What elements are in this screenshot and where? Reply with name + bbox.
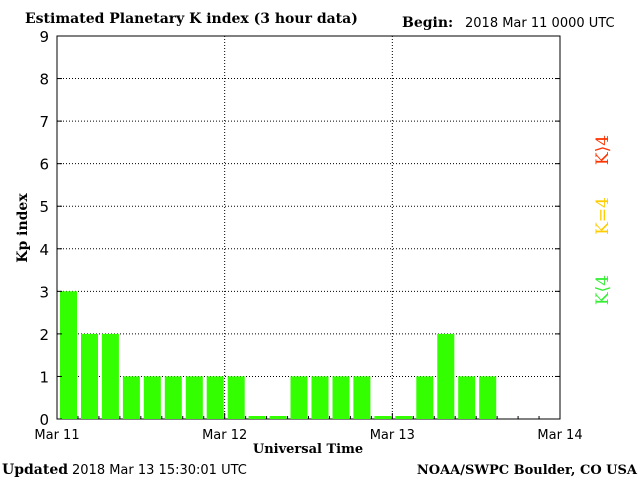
kp-bar <box>311 376 329 419</box>
kp-bar <box>81 333 98 419</box>
kp-bar <box>122 376 140 419</box>
kp-bar <box>248 416 266 419</box>
x-tick-label: Mar 12 <box>202 428 247 443</box>
x-tick-label: Mar 13 <box>370 428 415 443</box>
y-tick-label: 5 <box>39 198 49 216</box>
x-ticks: Mar 11 Mar 12 Mar 13 Mar 14 <box>34 413 583 443</box>
kp-bar <box>437 333 455 419</box>
x-axis-label: Universal Time <box>253 442 363 457</box>
kp-bar <box>458 376 476 419</box>
kp-bar <box>269 416 287 419</box>
updated-label: Updated <box>2 462 68 478</box>
kp-bar <box>143 376 161 419</box>
y-tick-label: 4 <box>39 241 49 259</box>
y-tick-label: 6 <box>39 156 49 174</box>
kp-bar <box>101 333 119 419</box>
updated-value: 2018 Mar 13 15:30:01 UTC <box>72 463 247 478</box>
kp-bar <box>206 376 224 419</box>
kp-bar <box>60 291 77 419</box>
plot-area <box>56 35 561 420</box>
kp-bar <box>374 416 392 419</box>
kp-bar <box>479 376 497 419</box>
legend-above-4: K⟩4 <box>593 135 613 165</box>
y-tick-label: 8 <box>39 71 49 89</box>
y-ticks: 0 1 2 3 4 5 6 7 8 9 <box>39 28 560 429</box>
bars <box>60 291 497 419</box>
y-tick-label: 1 <box>39 368 49 386</box>
source-credit: NOAA/SWPC Boulder, CO USA <box>417 463 638 478</box>
kp-bar <box>332 376 350 419</box>
x-tick-label: Mar 11 <box>34 428 79 443</box>
chart-title: Estimated Planetary K index (3 hour data… <box>25 11 358 27</box>
y-tick-label: 9 <box>39 28 49 46</box>
legend-below-4: K⟨4 <box>593 275 613 305</box>
y-tick-label: 0 <box>39 411 49 429</box>
kp-bar <box>185 376 203 419</box>
begin-label: Begin: <box>402 15 453 31</box>
kp-bar <box>416 376 434 419</box>
legend-equal-4: K=4 <box>593 197 613 235</box>
x-tick-label: Mar 14 <box>537 428 582 443</box>
y-tick-label: 3 <box>39 283 49 301</box>
y-axis-label: Kp index <box>15 193 31 263</box>
y-tick-label: 2 <box>39 326 49 344</box>
begin-value: 2018 Mar 11 0000 UTC <box>465 16 615 31</box>
kp-bar <box>395 416 413 419</box>
kp-bar <box>227 376 245 419</box>
kp-bar <box>353 376 371 419</box>
y-tick-label: 7 <box>39 113 49 131</box>
grid <box>57 35 560 419</box>
kp-bar <box>290 376 308 419</box>
kp-bar <box>164 376 182 419</box>
